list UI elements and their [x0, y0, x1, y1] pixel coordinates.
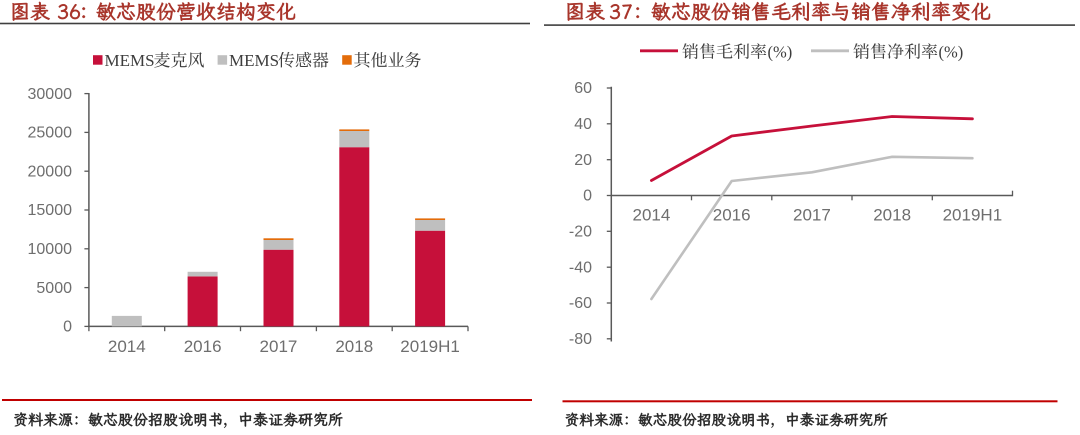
svg-text:2019H1: 2019H1 — [400, 337, 460, 356]
svg-text:2017: 2017 — [793, 205, 831, 224]
svg-text:MEMS: MEMS — [105, 51, 155, 70]
svg-text:40: 40 — [574, 116, 592, 133]
svg-text:20: 20 — [574, 152, 592, 169]
svg-text:2018: 2018 — [873, 205, 911, 224]
svg-text:2016: 2016 — [184, 337, 222, 356]
svg-text:10000: 10000 — [28, 241, 73, 258]
svg-text:MEMS: MEMS — [229, 51, 279, 70]
svg-text:30000: 30000 — [28, 86, 73, 103]
svg-text:0: 0 — [63, 319, 72, 336]
svg-text:2017: 2017 — [260, 337, 298, 356]
svg-text:60: 60 — [574, 80, 592, 97]
svg-text:0: 0 — [583, 188, 592, 205]
svg-text:25000: 25000 — [28, 125, 73, 142]
svg-text:-80: -80 — [569, 331, 592, 348]
svg-text:2019H1: 2019H1 — [943, 205, 1003, 224]
svg-text:5000: 5000 — [36, 280, 72, 297]
svg-text:-20: -20 — [569, 224, 592, 241]
svg-text:2014: 2014 — [633, 205, 671, 224]
svg-text:15000: 15000 — [28, 202, 73, 219]
svg-text:-60: -60 — [569, 295, 592, 312]
svg-text:2014: 2014 — [108, 337, 146, 356]
svg-text:-40: -40 — [569, 259, 592, 276]
svg-text:(%): (%) — [939, 43, 964, 62]
svg-text:2018: 2018 — [335, 337, 373, 356]
svg-text:2016: 2016 — [713, 205, 751, 224]
svg-text:(%): (%) — [768, 43, 793, 62]
svg-text:20000: 20000 — [28, 163, 73, 180]
